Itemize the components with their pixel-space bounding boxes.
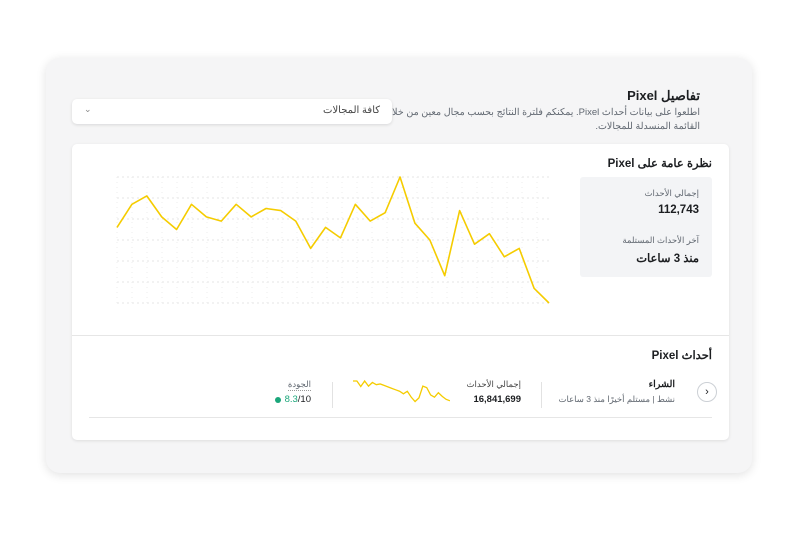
quality-dot-icon [274,396,281,403]
quality-label[interactable]: الجودة [287,379,311,391]
events-line-chart [116,176,550,304]
total-events-value: 112,743 [658,204,699,216]
overview-card: نظرة عامة على Pixel إجمالي الأحداث 112,7… [72,144,729,440]
events-title: أحداث Pixel [651,350,712,362]
series-line [116,176,550,304]
quality-score: 8.3/10 [274,394,311,405]
divider [72,335,729,336]
event-sparkline [353,379,450,403]
chevron-right-icon[interactable]: › [697,382,717,402]
separator [332,382,333,408]
overview-title: نظرة عامة على Pixel [607,158,712,170]
event-row[interactable]: › الشراء نشط | مستلم أخيرًا منذ 3 ساعات … [72,373,729,417]
page-title: تفاصيل Pixel [627,88,700,103]
domain-filter-dropdown[interactable]: كافة المجالات ⌄ [72,99,392,124]
event-total-label: إجمالي الأحداث [466,379,521,389]
total-events-label: إجمالي الأحداث [644,188,699,198]
quality-score-value: 8.3 [284,394,298,405]
event-total-value: 16,841,699 [473,394,521,405]
chevron-down-icon: ⌄ [84,104,92,114]
sparkline-line [353,379,450,403]
separator [541,382,542,408]
pixel-details-panel: تفاصيل Pixel اطلعوا على بيانات أحداث Pix… [46,58,752,473]
last-received-label: آخر الأحداث المستلمة [622,235,699,245]
event-name: الشراء [648,379,675,390]
event-status: نشط | مستلم أخيرًا منذ 3 ساعات [558,394,675,404]
overview-stats: إجمالي الأحداث 112,743 آخر الأحداث المست… [580,177,712,277]
page-description: اطلعوا على بيانات أحداث Pixel. يمكنكم فل… [385,107,700,132]
quality-score-max: /10 [297,394,311,405]
divider [89,417,712,418]
dropdown-value: كافة المجالات [323,105,380,116]
last-received-value: منذ 3 ساعات [636,253,699,265]
